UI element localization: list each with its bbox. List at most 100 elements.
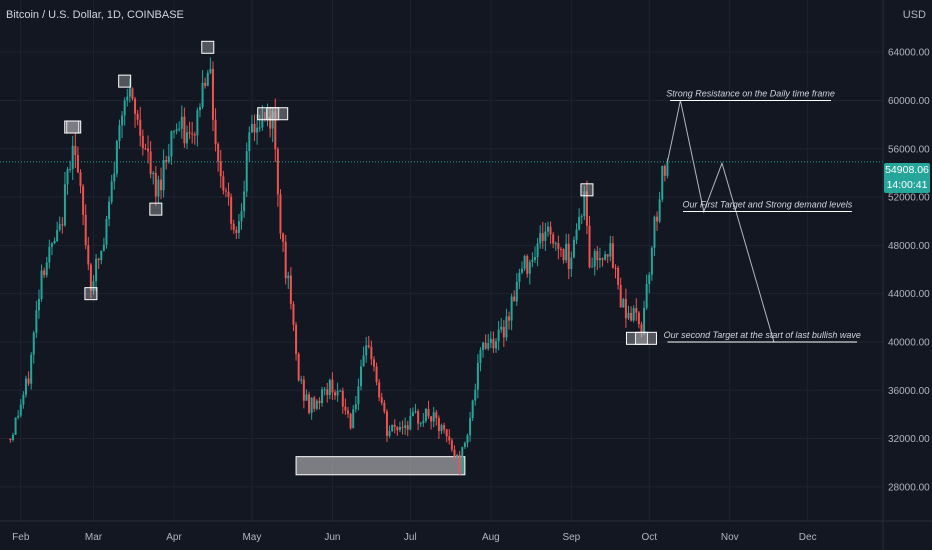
candle-body <box>474 389 477 401</box>
candle-body <box>666 161 669 176</box>
candle-body <box>437 418 440 432</box>
last-price-tag: 54908.06 14:00:41 <box>884 163 930 193</box>
candle-body <box>162 160 165 191</box>
candle-body <box>585 191 588 226</box>
candle-body <box>531 259 534 262</box>
candle-body <box>9 438 12 441</box>
candle-body <box>328 379 331 395</box>
candle-body <box>269 116 272 129</box>
candle-body <box>139 119 142 136</box>
candle-body <box>263 118 266 120</box>
candle-body <box>245 151 248 192</box>
candle-body <box>487 343 490 349</box>
candle-body <box>391 424 394 431</box>
candle-body <box>50 243 53 247</box>
candle-body <box>604 254 607 260</box>
candle-body <box>440 425 443 432</box>
x-tick-label: Jun <box>324 532 340 543</box>
candle-body <box>396 426 399 431</box>
x-tick-label: Nov <box>721 532 739 543</box>
candle-body <box>232 223 235 230</box>
candle-body <box>310 397 313 413</box>
candle-body <box>375 366 378 383</box>
candle-body <box>627 312 630 319</box>
y-tick-label: 36000.00 <box>888 386 930 397</box>
candle-body <box>334 392 337 396</box>
candle-body <box>152 172 155 175</box>
candle-body <box>476 362 479 390</box>
candle-body <box>175 129 178 132</box>
candle-body <box>167 156 170 163</box>
y-tick-label: 32000.00 <box>888 434 930 445</box>
candle-body <box>463 442 466 448</box>
candle-body <box>424 408 427 421</box>
candle-body <box>533 257 536 260</box>
candle-body <box>614 267 617 269</box>
candle-body <box>141 135 144 149</box>
candle-body <box>580 216 583 218</box>
candle-body <box>484 342 487 349</box>
y-tick-label: 56000.00 <box>888 144 930 155</box>
candle-body <box>624 299 627 319</box>
candle-body <box>489 338 492 344</box>
candle-body <box>645 284 648 308</box>
candle-body <box>313 397 316 409</box>
candle-body <box>22 394 25 405</box>
candle-body <box>372 359 375 367</box>
candle-body <box>128 88 131 97</box>
x-tick-label: Apr <box>166 532 182 543</box>
candle-body <box>63 184 66 226</box>
candle-body <box>388 430 391 436</box>
level-label: Our First Target and Strong demand level… <box>683 200 853 210</box>
candle-body <box>510 296 513 321</box>
candle-body <box>500 326 503 330</box>
candle-body <box>658 199 661 222</box>
pivot-marker-wide <box>625 331 657 345</box>
candle-body <box>365 345 368 356</box>
candle-body <box>136 113 139 120</box>
candle-body <box>562 249 565 261</box>
candle-body <box>240 211 243 222</box>
candle-body <box>513 296 516 302</box>
candle-body <box>178 128 181 130</box>
candle-body <box>497 329 500 342</box>
candle-body <box>74 145 77 156</box>
candle-body <box>572 239 575 258</box>
x-tick-label: Sep <box>562 532 580 543</box>
candle-body <box>479 349 482 363</box>
candle-body <box>380 397 383 403</box>
candle-body <box>526 256 529 274</box>
candle-body <box>71 145 74 169</box>
currency-label[interactable]: USD <box>902 9 926 21</box>
candle-body <box>482 342 485 350</box>
candle-body <box>347 410 350 414</box>
candle-body <box>619 284 622 308</box>
candle-body <box>630 312 633 321</box>
candle-body <box>528 261 531 274</box>
candle-body <box>32 332 35 355</box>
candle-body <box>292 303 295 325</box>
candle-body <box>661 165 664 200</box>
candle-body <box>359 366 362 387</box>
candle-body <box>427 408 430 417</box>
candle-body <box>180 116 183 129</box>
candle-body <box>393 424 396 427</box>
pivot-marker-wide <box>257 107 289 121</box>
candle-body <box>53 241 56 244</box>
candle-body <box>606 254 609 257</box>
candle-body <box>557 243 560 249</box>
pivot-marker <box>149 202 163 216</box>
candle-body <box>448 436 451 441</box>
pivot-marker <box>84 287 98 301</box>
candle-body <box>469 418 472 436</box>
candle-body <box>508 316 511 321</box>
candle-body <box>656 216 659 222</box>
candle-body <box>201 82 204 108</box>
candle-body <box>144 148 147 150</box>
candle-body <box>110 181 113 202</box>
candle-body <box>515 281 518 302</box>
candle-body <box>198 107 201 111</box>
candle-body <box>261 118 264 128</box>
candle-body <box>609 243 612 257</box>
